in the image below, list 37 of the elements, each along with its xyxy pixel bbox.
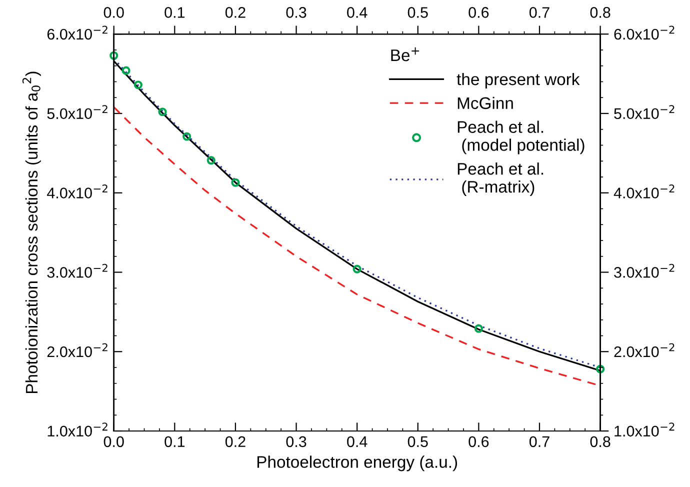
y2-tick-label: 5.0x10$^{−2}$ (614, 105, 674, 120)
y-tick-label: 1.0x10$^{−2}$ (48, 422, 108, 437)
x-tick-label: 0.8 (590, 436, 610, 448)
legend-label: Peach et al. (model potential) (458, 120, 584, 154)
x-tick-label: 0.4 (347, 436, 368, 448)
y2-tick-label: 6.0x10$^{−2}$ (614, 26, 674, 40)
y-tick-label: 6.0x10$^{−2}$ (47, 26, 108, 40)
x2-tick-label: 0.1 (164, 7, 185, 18)
y-tick-label: 4.0x10$^{−2}$ (47, 184, 108, 198)
legend-label: the present work (456, 72, 580, 88)
x2-tick-label: 0.7 (529, 7, 550, 18)
legend-label: McGinn (458, 96, 513, 110)
x-tick-label: 0.6 (468, 436, 489, 448)
x2-tick-label: 0.2 (225, 7, 246, 18)
legend-label: Peach et al. (R-matrix) (458, 162, 544, 196)
x-tick-label: 0.0 (104, 436, 124, 448)
x2-tick-label: 0.6 (468, 7, 489, 18)
x-axis-title: Photoelectron energy (a.u.) (257, 456, 458, 472)
y2-tick-label: 4.0x10$^{−2}$ (614, 184, 674, 198)
x2-tick-label: 0.8 (590, 7, 610, 18)
y2-tick-label: 3.0x10$^{−2}$ (614, 264, 674, 278)
x-tick-label: 0.5 (408, 436, 428, 448)
y-axis-title: Photoionization cross sections (units of a$_{0}$$^{2}$) (22, 72, 41, 394)
y-tick-label: 5.0x10$^{−2}$ (47, 105, 108, 120)
y-tick-label: 3.0x10$^{−2}$ (47, 264, 108, 278)
legend-title: Be$^{+}$ (391, 47, 419, 62)
x2-tick-label: 0.0 (104, 7, 124, 18)
x-tick-label: 0.3 (286, 436, 306, 448)
x2-tick-label: 0.3 (286, 7, 306, 18)
y2-tick-label: 1.0x10$^{−2}$ (614, 422, 674, 437)
x-tick-label: 0.1 (164, 436, 185, 448)
x2-tick-label: 0.5 (408, 7, 428, 18)
y-tick-label: 2.0x10$^{−2}$ (47, 343, 108, 358)
x-tick-label: 0.7 (529, 436, 550, 448)
x-tick-label: 0.2 (225, 436, 246, 448)
y2-tick-label: 2.0x10$^{−2}$ (614, 343, 674, 358)
x2-tick-label: 0.4 (347, 7, 368, 18)
